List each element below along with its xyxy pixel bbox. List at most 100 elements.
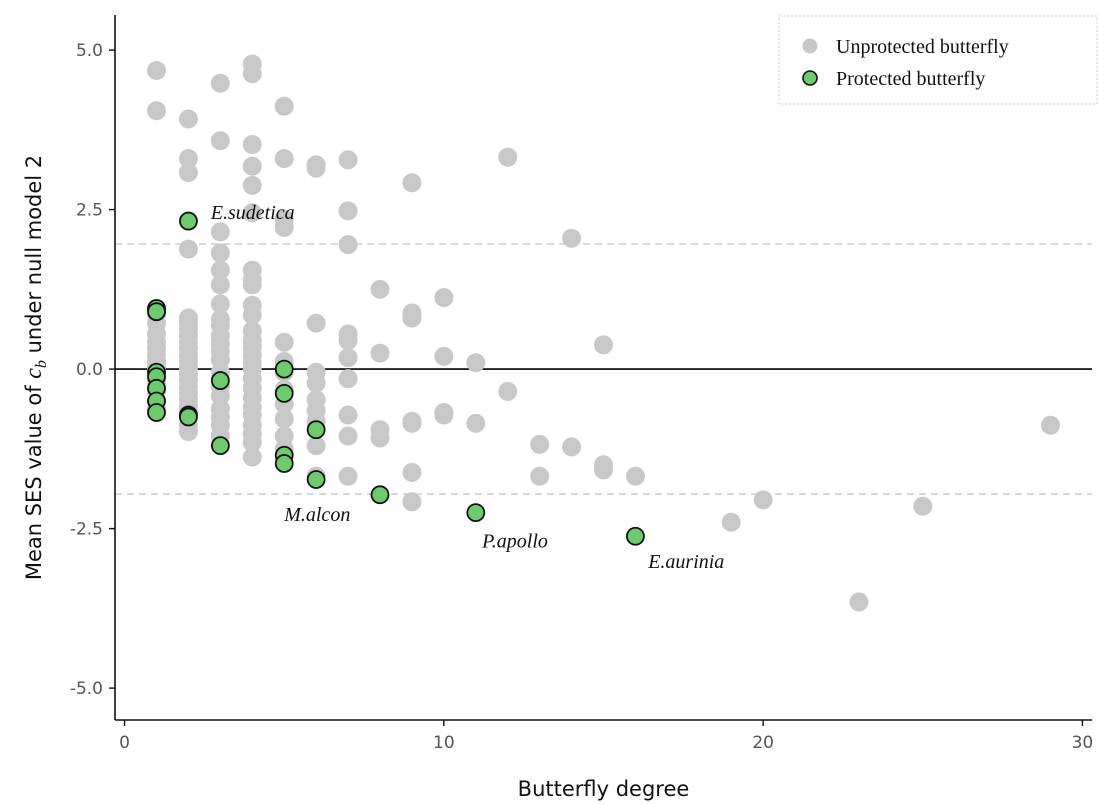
protected-point (274, 383, 294, 403)
unprotected-point (242, 175, 262, 195)
unprotected-point (370, 428, 390, 448)
y-tick-label: -2.5 (70, 520, 103, 540)
unprotected-point (274, 217, 294, 237)
unprotected-point (338, 348, 358, 368)
legend-label: Protected butterfly (836, 68, 985, 90)
species-annotation: P.apollo (481, 531, 548, 553)
legend-marker-unprotected (802, 38, 818, 54)
unprotected-point (338, 150, 358, 170)
unprotected-point (210, 294, 230, 314)
species-annotation: M.alcon (283, 504, 350, 526)
unprotected-point (338, 466, 358, 486)
unprotected-point (434, 405, 454, 425)
unprotected-point (1040, 415, 1060, 435)
unprotected-point (338, 235, 358, 255)
protected-point (274, 359, 294, 379)
unprotected-point (274, 332, 294, 352)
x-tick-label: 30 (1072, 733, 1094, 753)
protected-point (626, 526, 645, 546)
unprotected-point (274, 409, 294, 429)
protected-point (306, 470, 326, 489)
unprotected-point (274, 96, 294, 116)
unprotected-point (721, 512, 741, 532)
unprotected-point (562, 437, 582, 457)
unprotected-point (178, 163, 198, 183)
unprotected-point (338, 426, 358, 446)
unprotected-point (306, 436, 326, 456)
unprotected-point (210, 73, 230, 93)
unprotected-point (338, 330, 358, 350)
unprotected-point (753, 490, 773, 510)
unprotected-point (178, 109, 198, 129)
x-tick-label: 10 (433, 733, 455, 753)
y-tick-label: 0.0 (76, 360, 103, 380)
unprotected-point (242, 203, 262, 223)
axes (114, 15, 1092, 721)
legend-box (778, 15, 1098, 105)
protected-point (306, 420, 326, 440)
unprotected-point (402, 173, 422, 193)
unprotected-point (242, 432, 262, 452)
unprotected-point (402, 462, 422, 482)
species-annotation: E.aurinia (647, 551, 724, 573)
unprotected-point (849, 592, 869, 612)
unprotected-point (210, 260, 230, 280)
unprotected-point (306, 158, 326, 178)
unprotected-point (498, 147, 518, 167)
unprotected-point (434, 288, 454, 308)
unprotected-point (147, 61, 167, 81)
y-tick-label: -5.0 (70, 679, 103, 699)
protected-point (210, 436, 230, 456)
unprotected-point (338, 369, 358, 389)
data-points (147, 54, 1060, 612)
unprotected-point (338, 405, 358, 425)
unprotected-point (147, 101, 167, 121)
unprotected-point (402, 413, 422, 433)
protected-point (210, 371, 230, 390)
y-axis-title-after: under null model 2 (22, 155, 46, 360)
legend-marker-protected (802, 70, 818, 86)
unprotected-point (178, 149, 198, 169)
protected-point (274, 454, 294, 473)
unprotected-point (306, 373, 326, 393)
unprotected-point (178, 239, 198, 259)
unprotected-point (370, 279, 390, 299)
unprotected-point (210, 222, 230, 242)
unprotected-point (242, 275, 262, 295)
protected-point (147, 403, 166, 422)
unprotected-point (466, 413, 486, 433)
y-axis-title-symbol: c (21, 368, 47, 379)
unprotected-point (274, 149, 294, 169)
unprotected-point (178, 422, 198, 442)
unprotected-point (242, 156, 262, 176)
unprotected-point (210, 243, 230, 263)
unprotected-point (370, 343, 390, 363)
unprotected-point (210, 275, 230, 295)
unprotected-point (913, 496, 933, 516)
protected-point (466, 503, 486, 523)
unprotected-point (242, 64, 262, 84)
y-axis-title-subscript: b (33, 360, 50, 368)
unprotected-point (466, 353, 486, 373)
unprotected-point (306, 313, 326, 333)
unprotected-point (242, 305, 262, 325)
legend-label: Unprotected butterfly (836, 36, 1009, 58)
protected-point (370, 485, 390, 505)
protected-point (147, 302, 166, 322)
unprotected-point (242, 135, 262, 155)
annotations: E.sudetica M.alcon P.apollo E.aurinia (210, 202, 725, 573)
unprotected-point (562, 228, 582, 248)
unprotected-point (594, 460, 613, 480)
protected-point (179, 211, 198, 231)
ticks: 0 10 20 30 5.0 2.5 0.0 -2.5 -5.0 (70, 41, 1093, 753)
x-axis-title: Butterfly degree (518, 777, 690, 801)
unprotected-point (338, 201, 358, 221)
unprotected-point (625, 466, 645, 486)
unprotected-point (498, 381, 518, 401)
unprotected-point (530, 466, 550, 486)
unprotected-point (402, 308, 422, 328)
unprotected-point (530, 434, 550, 454)
species-annotation: E.sudetica (210, 202, 295, 224)
